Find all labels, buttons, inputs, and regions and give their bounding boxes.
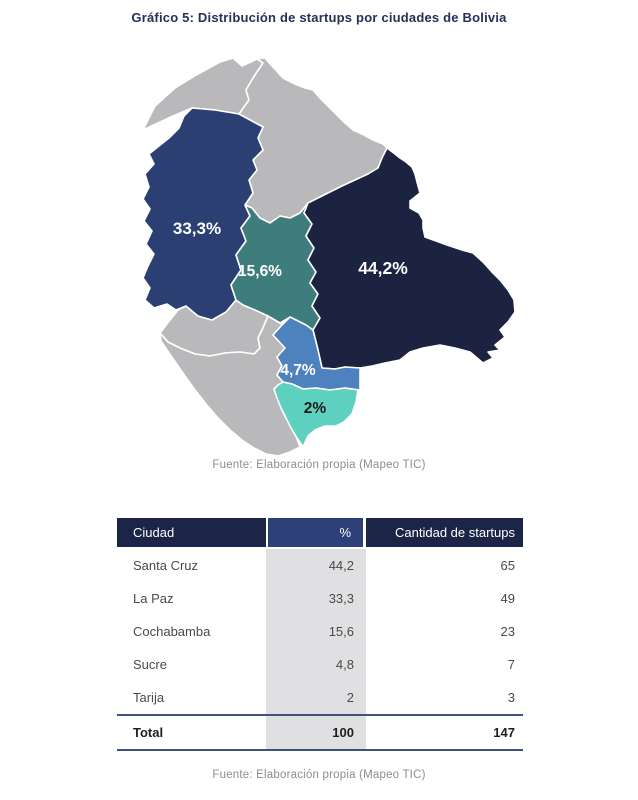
table-total-row: Total 100 147 <box>117 716 523 749</box>
cell-city: Santa Cruz <box>133 558 199 573</box>
table-header-row: Ciudad % Cantidad de startups <box>117 518 523 547</box>
cell-city: Cochabamba <box>133 624 211 639</box>
cell-percent: 33,3 <box>266 582 366 615</box>
map-source-caption: Fuente: Elaboración propia (Mapeo TIC) <box>212 459 426 471</box>
total-percent: 100 <box>266 716 366 749</box>
table-row: Tarija 2 3 <box>117 681 523 714</box>
cell-percent: 2 <box>266 681 366 714</box>
cell-city: Tarija <box>133 690 165 705</box>
map-label-la-paz: 33,3% <box>173 219 221 238</box>
header-percent: % <box>266 518 366 547</box>
table-row: Santa Cruz 44,2 65 <box>117 549 523 582</box>
map-label-cochabamba: 15,6% <box>238 263 282 280</box>
cell-city: Sucre <box>133 657 167 672</box>
chart-title: Gráfico 5: Distribución de startups por … <box>131 10 507 25</box>
region-la-paz <box>142 107 264 321</box>
region-santa-cruz <box>303 147 516 370</box>
cell-percent: 4,8 <box>266 648 366 681</box>
cell-count: 23 <box>500 624 515 639</box>
table-row: La Paz 33,3 49 <box>117 582 523 615</box>
total-label: Total <box>133 725 164 740</box>
header-ciudad: Ciudad <box>117 518 266 547</box>
total-count: 147 <box>493 725 515 740</box>
startups-table: Ciudad % Cantidad de startups Santa Cruz… <box>117 518 523 751</box>
cell-count: 7 <box>507 657 515 672</box>
cell-count: 65 <box>500 558 515 573</box>
footer-source-caption: Fuente: Elaboración propia (Mapeo TIC) <box>212 769 426 781</box>
table-row: Sucre 4,8 7 <box>117 648 523 681</box>
cell-count: 3 <box>507 690 515 705</box>
cell-city: La Paz <box>133 591 174 606</box>
cell-count: 49 <box>500 591 515 606</box>
bolivia-choropleth-map: 33,3% 15,6% 44,2% 4,7% 2% <box>140 58 525 458</box>
cell-percent: 44,2 <box>266 549 366 582</box>
map-label-sucre: 4,7% <box>280 362 316 379</box>
table-row: Cochabamba 15,6 23 <box>117 615 523 648</box>
table-total-section: Total 100 147 <box>117 714 523 751</box>
cell-percent: 15,6 <box>266 615 366 648</box>
map-label-santa-cruz: 44,2% <box>358 258 408 278</box>
header-cantidad: Cantidad de startups <box>366 518 523 547</box>
region-tarija <box>273 381 359 448</box>
map-label-tarija: 2% <box>304 400 327 417</box>
